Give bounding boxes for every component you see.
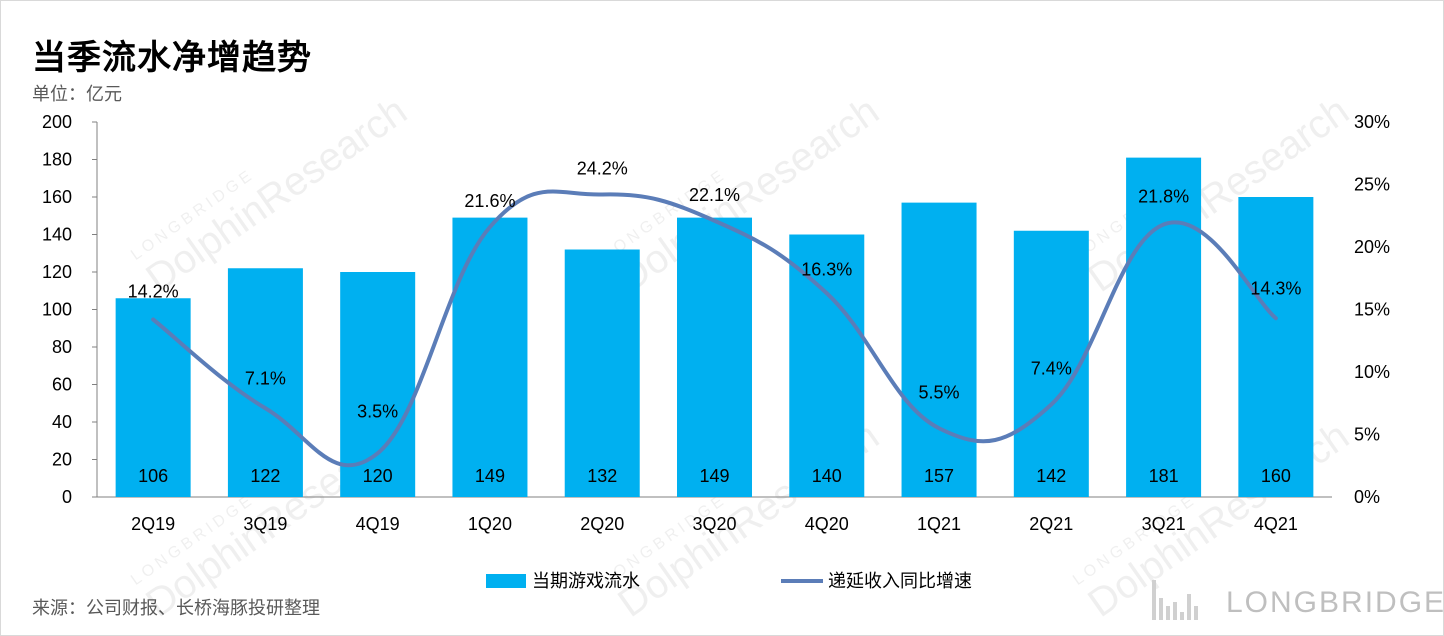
line-value-label: 21.8%: [1138, 187, 1189, 207]
bar-value-label: 120: [363, 466, 393, 486]
bar-value-label: 181: [1149, 466, 1179, 486]
bar: [1126, 157, 1202, 497]
bar: [564, 249, 640, 497]
bar: [1013, 230, 1089, 497]
y-right-tick-label: 10%: [1354, 362, 1390, 382]
y-right-tick-label: 0%: [1354, 487, 1380, 507]
bar-value-label: 160: [1261, 466, 1291, 486]
legend-label-line: 递延收入同比增速: [828, 571, 972, 592]
bar: [677, 217, 752, 497]
bar-value-label: 149: [699, 466, 729, 486]
bar: [789, 234, 865, 497]
line-value-label: 7.1%: [245, 368, 286, 388]
bar-value-label: 106: [138, 466, 168, 486]
y-left-tick-label: 60: [52, 375, 72, 395]
x-tick-label: 2Q21: [1029, 514, 1073, 534]
line-value-label: 14.2%: [128, 282, 179, 302]
y-right-tick-label: 5%: [1354, 425, 1380, 445]
line-value-label: 21.6%: [464, 191, 515, 211]
legend-swatch-bars: [486, 574, 526, 588]
bar-value-label: 149: [475, 466, 505, 486]
x-tick-label: 3Q20: [692, 514, 736, 534]
x-tick-label: 4Q21: [1254, 514, 1298, 534]
y-left-tick-label: 160: [42, 187, 72, 207]
line-value-label: 7.4%: [1031, 359, 1072, 379]
x-tick-label: 2Q19: [131, 514, 175, 534]
bar-value-label: 132: [587, 466, 617, 486]
x-tick-label: 1Q21: [917, 514, 961, 534]
y-left-tick-label: 100: [42, 300, 72, 320]
source-note: 来源：公司财报、长桥海豚投研整理: [32, 598, 320, 619]
line-value-label: 14.3%: [1250, 278, 1301, 298]
y-left-tick-label: 0: [62, 487, 72, 507]
x-tick-label: 4Q20: [805, 514, 849, 534]
y-right-tick-label: 30%: [1354, 112, 1390, 132]
bar: [340, 272, 416, 497]
growth-line: [151, 189, 1278, 468]
bar: [227, 268, 303, 497]
y-left-tick-label: 140: [42, 225, 72, 245]
bar-value-label: 142: [1036, 466, 1066, 486]
x-tick-label: 2Q20: [580, 514, 624, 534]
y-left-tick-label: 80: [52, 337, 72, 357]
bar-value-label: 122: [250, 466, 280, 486]
longbridge-logo-icon: [1152, 580, 1198, 620]
bar: [901, 202, 977, 497]
unit-label: 单位：亿元: [32, 84, 122, 105]
y-left-tick-label: 20: [52, 450, 72, 470]
line-value-label: 24.2%: [577, 159, 628, 179]
chart-title: 当季流水净增趋势: [32, 38, 312, 78]
x-tick-label: 3Q21: [1142, 514, 1186, 534]
brand-name: LONGBRIDGE: [1226, 586, 1444, 619]
y-right-tick-label: 20%: [1354, 237, 1390, 257]
x-tick-label: 4Q19: [356, 514, 400, 534]
line-value-label: 22.1%: [689, 185, 740, 205]
bar-value-label: 140: [812, 466, 842, 486]
line-value-label: 5.5%: [919, 382, 960, 402]
line-value-label: 16.3%: [801, 259, 852, 279]
y-left-tick-label: 180: [42, 150, 72, 170]
y-left-tick-label: 200: [42, 112, 72, 132]
x-tick-label: 1Q20: [468, 514, 512, 534]
line-value-label: 3.5%: [357, 401, 398, 421]
bar: [115, 298, 191, 497]
y-right-tick-label: 25%: [1354, 175, 1390, 195]
bar: [452, 217, 528, 497]
bar-value-label: 157: [924, 466, 954, 486]
y-right-tick-label: 15%: [1354, 300, 1390, 320]
legend-label-bars: 当期游戏流水: [532, 571, 640, 592]
bar: [1238, 197, 1314, 497]
y-left-tick-label: 120: [42, 262, 72, 282]
x-tick-label: 3Q19: [243, 514, 287, 534]
y-left-tick-label: 40: [52, 412, 72, 432]
